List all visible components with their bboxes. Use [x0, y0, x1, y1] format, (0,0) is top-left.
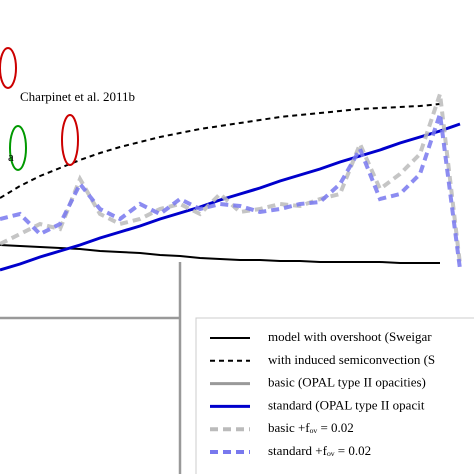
series-line [0, 244, 440, 264]
legend-box [195, 317, 474, 474]
series-line [0, 122, 461, 272]
legend: model with overshoot (Sweigar with induce… [210, 329, 435, 458]
legend-label: standard (OPAL type II opacit [268, 397, 425, 412]
marker-ellipse [9, 125, 27, 171]
annotation: Charpinet et al. 2011b [20, 89, 135, 104]
series-line [0, 93, 462, 265]
legend-label: standard +fₒᵥ = 0.02 [268, 443, 371, 458]
series-line [0, 113, 462, 270]
legend-label: with induced semiconvection (S [268, 352, 435, 367]
marker-ellipse [0, 47, 17, 89]
legend-label: model with overshoot (Sweigar [268, 329, 432, 344]
plot-area [0, 93, 462, 272]
legend-label: basic (OPAL type II opacities) [268, 375, 426, 390]
annotation: a [8, 149, 14, 164]
legend-label: basic +fₒᵥ = 0.02 [268, 420, 354, 435]
marker-ellipse [61, 114, 79, 166]
